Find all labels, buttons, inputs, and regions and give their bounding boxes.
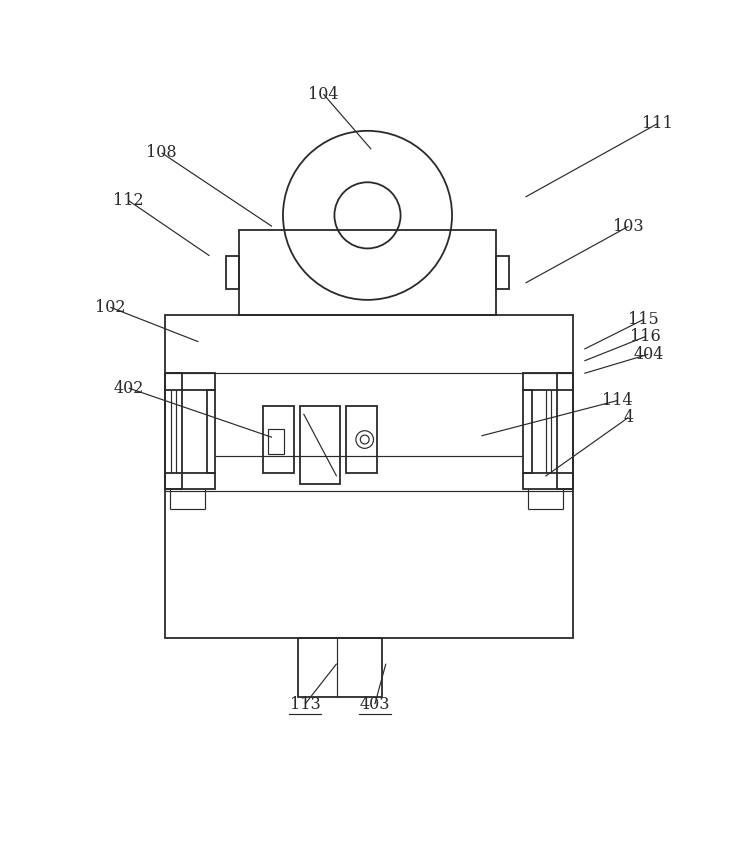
Text: 116: 116 xyxy=(630,328,661,345)
Bar xyxy=(268,428,284,454)
Text: 115: 115 xyxy=(628,311,659,328)
Text: 404: 404 xyxy=(633,345,664,363)
Bar xyxy=(557,374,573,488)
Bar xyxy=(346,406,377,472)
Text: 4: 4 xyxy=(623,409,634,426)
Bar xyxy=(165,374,182,488)
Text: 103: 103 xyxy=(613,218,644,235)
Bar xyxy=(298,638,382,697)
Text: 104: 104 xyxy=(308,86,339,103)
Bar xyxy=(496,255,509,289)
Bar xyxy=(165,472,215,488)
Bar xyxy=(523,390,532,472)
Bar xyxy=(300,406,340,483)
Text: 403: 403 xyxy=(359,696,390,713)
Bar xyxy=(263,406,294,472)
Bar xyxy=(226,255,239,289)
Bar xyxy=(165,315,573,638)
Bar xyxy=(239,230,496,315)
Text: 114: 114 xyxy=(602,392,633,409)
Text: 113: 113 xyxy=(290,696,320,713)
Text: 102: 102 xyxy=(95,299,126,315)
Text: 108: 108 xyxy=(146,144,177,161)
Bar xyxy=(165,374,215,390)
Text: 112: 112 xyxy=(113,192,144,209)
Bar xyxy=(207,390,215,472)
Text: 111: 111 xyxy=(642,115,673,132)
Bar xyxy=(523,374,573,390)
Bar xyxy=(523,472,573,488)
Text: 402: 402 xyxy=(113,380,144,397)
